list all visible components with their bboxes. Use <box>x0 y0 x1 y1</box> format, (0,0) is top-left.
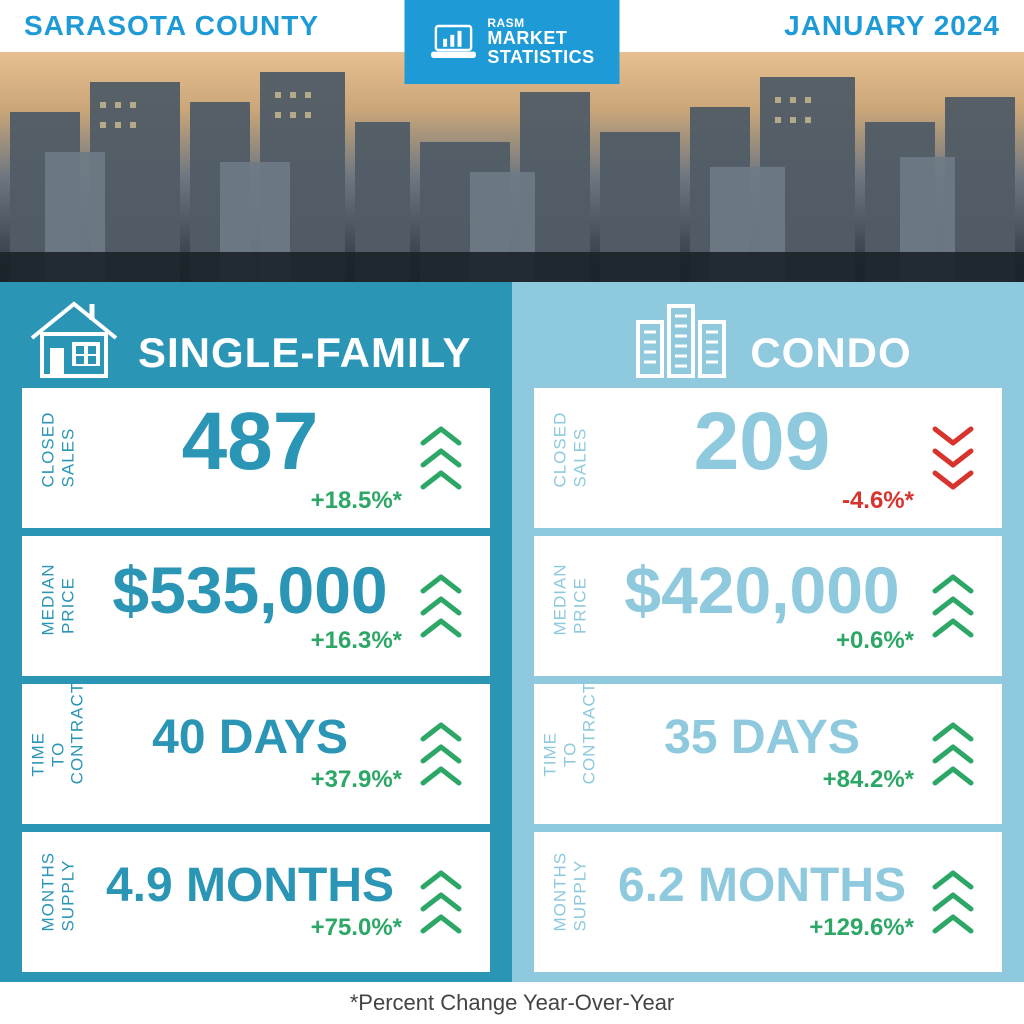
metric-value: 6.2 MONTHS <box>618 862 906 910</box>
metric-label: MEDIAN PRICE <box>550 576 589 636</box>
metric-body: 35 DAYS +84.2%* <box>600 714 924 794</box>
metric-label: CLOSED SALES <box>38 428 77 488</box>
metric-value: $535,000 <box>112 557 387 623</box>
metric-label: MONTHS SUPPLY <box>38 872 77 932</box>
trend-arrows-icon <box>924 573 982 639</box>
metric-body: $420,000 +0.6%* <box>600 557 924 655</box>
stat-card: TIME TO CONTRACT 40 DAYS +37.9%* <box>22 684 490 824</box>
metric-change: +18.5%* <box>311 487 412 515</box>
logo-line3: STATISTICS <box>487 48 594 67</box>
metric-change: +0.6%* <box>836 627 924 655</box>
trend-arrows-icon <box>412 425 470 491</box>
logo-badge: RASM MARKET STATISTICS <box>405 0 620 84</box>
logo-line2: MARKET <box>487 29 594 48</box>
metric-change: +16.3%* <box>311 627 412 655</box>
metric-label: TIME TO CONTRACT <box>541 724 600 784</box>
metric-body: 487 +18.5%* <box>88 401 412 515</box>
metric-change: +129.6%* <box>809 914 924 942</box>
stat-card: MEDIAN PRICE $535,000 +16.3%* <box>22 536 490 676</box>
hero-image <box>0 52 1024 282</box>
trend-arrows-icon <box>412 721 470 787</box>
metric-change: +75.0%* <box>311 914 412 942</box>
trend-arrows-icon <box>412 573 470 639</box>
stat-card: TIME TO CONTRACT 35 DAYS +84.2%* <box>534 684 1002 824</box>
trend-arrows-icon <box>924 425 982 491</box>
single-family-column: SINGLE-FAMILY CLOSED SALES 487 +18.5%* MEDI… <box>0 282 512 982</box>
metric-body: 40 DAYS +37.9%* <box>88 714 412 794</box>
metric-value: 35 DAYS <box>664 714 860 762</box>
laptop-chart-icon <box>429 22 477 62</box>
condo-title: CONDO <box>750 332 911 374</box>
header-date: JANUARY 2024 <box>784 10 1000 42</box>
metric-change: +37.9%* <box>311 766 412 794</box>
metric-body: $535,000 +16.3%* <box>88 557 412 655</box>
metric-label: MEDIAN PRICE <box>38 576 77 636</box>
header-location: SARASOTA COUNTY <box>24 10 319 42</box>
skyline-illustration <box>0 52 1024 282</box>
single-family-header: SINGLE-FAMILY <box>22 294 490 380</box>
metric-value: 4.9 MONTHS <box>106 862 394 910</box>
header-bar: SARASOTA COUNTY JANUARY 2024 RASM MARKET… <box>0 0 1024 52</box>
stat-card: MONTHS SUPPLY 6.2 MONTHS +129.6%* <box>534 832 1002 972</box>
metric-change: +84.2%* <box>823 766 924 794</box>
trend-arrows-icon <box>924 721 982 787</box>
stat-card: MEDIAN PRICE $420,000 +0.6%* <box>534 536 1002 676</box>
condo-column: CONDO CLOSED SALES 209 -4.6%* MEDIAN PRICE $… <box>512 282 1024 982</box>
metric-label: CLOSED SALES <box>550 428 589 488</box>
condo-header: CONDO <box>534 294 1002 380</box>
stat-card: CLOSED SALES 209 -4.6%* <box>534 388 1002 528</box>
house-icon <box>24 294 124 380</box>
footnote: *Percent Change Year-Over-Year <box>0 982 1024 1024</box>
stat-card: MONTHS SUPPLY 4.9 MONTHS +75.0%* <box>22 832 490 972</box>
metric-label: MONTHS SUPPLY <box>550 872 589 932</box>
metric-value: 487 <box>182 401 319 483</box>
condo-cards: CLOSED SALES 209 -4.6%* MEDIAN PRICE $420,00… <box>534 388 1002 980</box>
single-family-title: SINGLE-FAMILY <box>138 332 471 374</box>
metric-body: 6.2 MONTHS +129.6%* <box>600 862 924 942</box>
stats-columns: SINGLE-FAMILY CLOSED SALES 487 +18.5%* MEDI… <box>0 282 1024 982</box>
buildings-icon <box>626 294 736 380</box>
stat-card: CLOSED SALES 487 +18.5%* <box>22 388 490 528</box>
logo-text: RASM MARKET STATISTICS <box>487 17 594 67</box>
trend-arrows-icon <box>924 869 982 935</box>
metric-change: -4.6%* <box>842 487 924 515</box>
metric-label: TIME TO CONTRACT <box>29 724 88 784</box>
trend-arrows-icon <box>412 869 470 935</box>
metric-value: $420,000 <box>624 557 899 623</box>
metric-body: 4.9 MONTHS +75.0%* <box>88 862 412 942</box>
metric-body: 209 -4.6%* <box>600 401 924 515</box>
metric-value: 40 DAYS <box>152 714 348 762</box>
metric-value: 209 <box>694 401 831 483</box>
single-family-cards: CLOSED SALES 487 +18.5%* MEDIAN PRICE $535,0… <box>22 388 490 980</box>
